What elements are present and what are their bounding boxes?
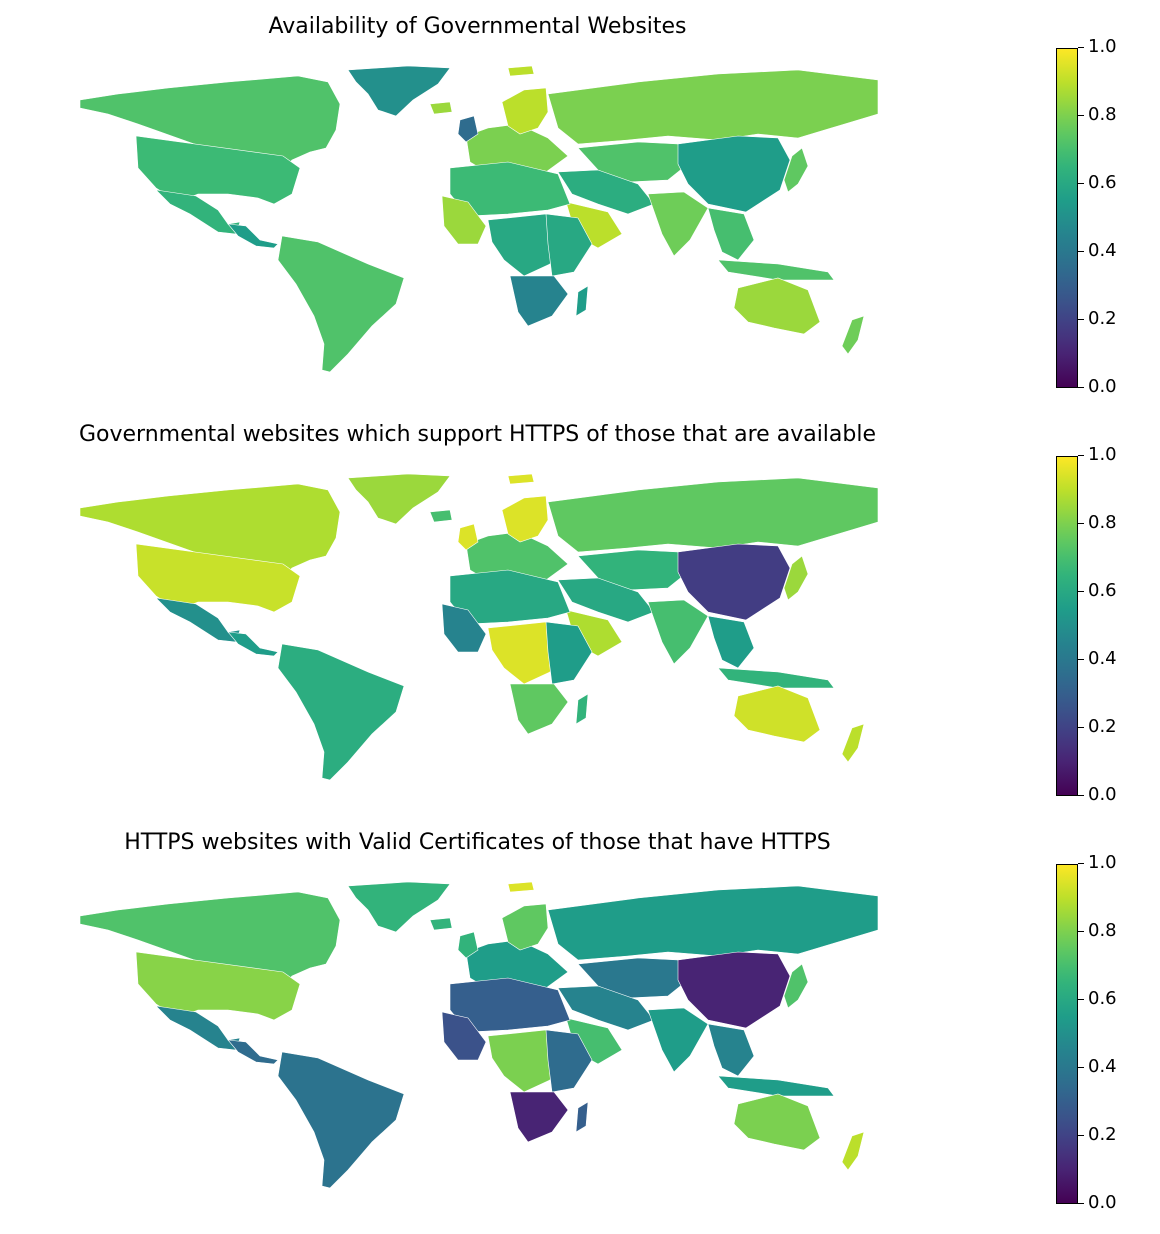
region-svalbard — [507, 881, 535, 893]
region-southern-africa — [509, 1091, 569, 1143]
region-china-mongolia — [677, 135, 791, 213]
region-middle-east — [557, 169, 655, 215]
region-australia — [733, 685, 821, 743]
map-panel-https-support: Governmental websites which support HTTP… — [0, 408, 1160, 816]
colorbar-tick-label: 0.4 — [1088, 648, 1117, 670]
region-east-africa — [545, 213, 593, 277]
region-uk-ireland — [457, 931, 479, 959]
colorbar-tick-label: 0.6 — [1088, 172, 1117, 194]
colorbar-tick-label: 0.2 — [1088, 716, 1117, 738]
region-north-america — [79, 483, 341, 579]
region-russia — [547, 885, 878, 961]
region-mexico — [155, 1005, 241, 1051]
colorbar — [1056, 864, 1078, 1204]
region-central-america — [227, 223, 279, 249]
world-map — [79, 65, 878, 373]
region-southern-africa — [509, 275, 569, 327]
region-central-america — [227, 631, 279, 657]
region-uk-ireland — [457, 523, 479, 551]
colorbar-tick-label: 0.0 — [1088, 376, 1117, 398]
colorbar-tick-label: 1.0 — [1088, 444, 1117, 466]
region-middle-east — [557, 577, 655, 623]
region-usa — [135, 543, 301, 613]
region-west-africa — [441, 195, 487, 245]
region-madagascar — [575, 285, 589, 317]
region-greenland — [347, 65, 451, 117]
region-madagascar — [575, 1101, 589, 1133]
region-east-africa — [545, 1029, 593, 1093]
region-australia — [733, 1093, 821, 1151]
region-china-mongolia — [677, 951, 791, 1029]
colorbar-tick-label: 0.8 — [1088, 104, 1117, 126]
region-west-africa — [441, 603, 487, 653]
region-china-mongolia — [677, 543, 791, 621]
region-scandinavia — [501, 495, 549, 543]
region-central-america — [227, 1039, 279, 1065]
colorbar-tick-label: 0.6 — [1088, 580, 1117, 602]
region-russia — [547, 477, 878, 553]
panel-title: Governmental websites which support HTTP… — [78, 422, 877, 447]
colorbar-tick-label: 0.4 — [1088, 1056, 1117, 1078]
region-mexico — [155, 189, 241, 235]
panel-title: HTTPS websites with Valid Certificates o… — [124, 830, 831, 855]
colorbar-tick-label: 1.0 — [1088, 852, 1117, 874]
region-indonesia — [717, 1075, 835, 1097]
colorbar-tick-label: 0.8 — [1088, 512, 1117, 534]
colorbar-tick-label: 1.0 — [1088, 36, 1117, 58]
region-india — [647, 599, 709, 665]
region-greenland — [347, 473, 451, 525]
region-east-africa — [545, 621, 593, 685]
colorbar-tick-label: 0.0 — [1088, 1192, 1117, 1214]
region-russia — [547, 69, 878, 145]
world-map — [79, 473, 878, 781]
colorbar-tick-label: 0.2 — [1088, 1124, 1117, 1146]
region-japan — [783, 963, 809, 1009]
region-west-africa — [441, 1011, 487, 1061]
colorbar-tick-label: 0.0 — [1088, 784, 1117, 806]
world-map — [79, 881, 878, 1189]
region-iceland — [429, 917, 453, 931]
region-new-zealand — [841, 315, 865, 355]
region-new-zealand — [841, 723, 865, 763]
colorbar — [1056, 456, 1078, 796]
region-australia — [733, 277, 821, 335]
region-indonesia — [717, 259, 835, 281]
region-new-zealand — [841, 1131, 865, 1171]
region-japan — [783, 147, 809, 193]
region-mexico — [155, 597, 241, 643]
region-iceland — [429, 101, 453, 115]
colorbar-tick-label: 0.8 — [1088, 920, 1117, 942]
colorbar-tick-label: 0.6 — [1088, 988, 1117, 1010]
region-india — [647, 1007, 709, 1073]
region-japan — [783, 555, 809, 601]
region-india — [647, 191, 709, 257]
region-southern-africa — [509, 683, 569, 735]
region-south-america — [277, 643, 405, 781]
region-southeast-asia — [707, 1023, 755, 1077]
colorbar-tick-label: 0.2 — [1088, 308, 1117, 330]
region-north-america — [79, 891, 341, 987]
region-svalbard — [507, 65, 535, 77]
region-middle-east — [557, 985, 655, 1031]
region-south-america — [277, 235, 405, 373]
region-madagascar — [575, 693, 589, 725]
region-usa — [135, 135, 301, 205]
region-southeast-asia — [707, 207, 755, 261]
map-panel-availability: Availability of Governmental Websites 0.… — [0, 0, 1160, 408]
colorbar-tick-label: 0.4 — [1088, 240, 1117, 262]
colorbar — [1056, 48, 1078, 388]
region-scandinavia — [501, 87, 549, 135]
region-greenland — [347, 881, 451, 933]
region-north-america — [79, 75, 341, 171]
region-iceland — [429, 509, 453, 523]
region-uk-ireland — [457, 115, 479, 143]
map-panel-valid-certificates: HTTPS websites with Valid Certificates o… — [0, 816, 1160, 1224]
region-southeast-asia — [707, 615, 755, 669]
region-svalbard — [507, 473, 535, 485]
region-south-america — [277, 1051, 405, 1189]
region-usa — [135, 951, 301, 1021]
region-scandinavia — [501, 903, 549, 951]
panel-title: Availability of Governmental Websites — [268, 14, 687, 39]
region-indonesia — [717, 667, 835, 689]
